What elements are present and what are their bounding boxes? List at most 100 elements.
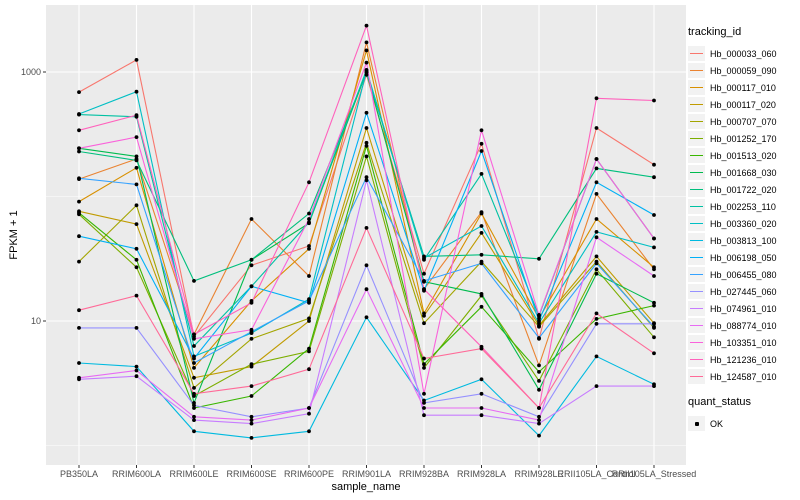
data-point	[192, 279, 196, 283]
data-point	[134, 374, 139, 379]
data-point	[594, 271, 599, 276]
data-point	[249, 384, 254, 388]
data-point	[479, 377, 484, 382]
data-point	[479, 128, 484, 133]
data-point	[537, 316, 541, 321]
legend-line-icon	[690, 104, 703, 105]
data-point	[192, 406, 196, 410]
data-point	[192, 361, 196, 365]
data-point	[594, 321, 599, 326]
data-point	[249, 421, 254, 426]
legend-key-swatch	[688, 284, 705, 299]
legend-key-swatch	[688, 352, 705, 367]
data-point	[77, 234, 81, 239]
legend-item-Hb_074961_010: Hb_074961_010	[688, 300, 800, 317]
x-tick-label: RRII105LA_Stressed	[612, 469, 697, 479]
data-point	[249, 300, 254, 305]
legend-line-icon	[690, 70, 703, 71]
data-point	[594, 166, 599, 171]
data-point	[422, 279, 426, 283]
data-point	[307, 246, 311, 251]
data-point	[307, 211, 311, 216]
data-point	[77, 361, 81, 365]
data-point	[652, 162, 656, 167]
legend-item-label: Hb_001252_170	[710, 133, 777, 144]
data-point	[422, 356, 426, 361]
legend-item-label: Hb_088774_010	[710, 320, 777, 331]
legend-key-swatch	[688, 233, 705, 248]
data-point	[77, 149, 81, 154]
y-axis-title: FPKM + 1	[8, 210, 20, 260]
data-point	[422, 406, 426, 410]
data-point	[652, 300, 656, 305]
data-point	[134, 154, 139, 159]
data-point	[594, 311, 599, 316]
data-point	[422, 362, 426, 367]
legend-line-icon	[690, 257, 703, 258]
data-point	[422, 391, 426, 396]
data-point	[307, 367, 311, 372]
data-point	[77, 146, 81, 151]
data-point	[422, 366, 426, 370]
data-point	[652, 98, 656, 103]
legend-key-swatch	[688, 301, 705, 316]
legend-item-Hb_000033_060: Hb_000033_060	[688, 45, 800, 62]
data-point	[537, 387, 541, 392]
legend-item-Hb_124587_010: Hb_124587_010	[688, 368, 800, 385]
legend-line-icon	[690, 172, 703, 173]
data-point	[594, 157, 599, 161]
legend-key-swatch	[688, 97, 705, 112]
data-point	[364, 315, 369, 320]
legend-item-Hb_006198_050: Hb_006198_050	[688, 249, 800, 266]
data-point	[537, 433, 541, 438]
data-point	[192, 403, 196, 408]
legend-item-Hb_121236_010: Hb_121236_010	[688, 351, 800, 368]
legend-item-Hb_000059_090: Hb_000059_090	[688, 62, 800, 79]
legend-line-icon	[690, 291, 703, 292]
legend-key-swatch	[688, 46, 705, 61]
legend-item-Hb_006455_080: Hb_006455_080	[688, 266, 800, 283]
x-tick-label: RRIM928LE	[514, 469, 563, 479]
legend-item-label: OK	[710, 418, 724, 429]
data-point	[192, 391, 196, 396]
data-point	[479, 252, 484, 257]
legend-line-icon	[690, 342, 703, 343]
legend-item-label: Hb_074961_010	[710, 303, 777, 314]
data-point	[479, 261, 484, 266]
data-point	[479, 346, 484, 351]
legend-item-label: Hb_006198_050	[710, 252, 777, 263]
data-point	[364, 40, 369, 45]
data-point	[537, 319, 541, 323]
legend-line-icon	[690, 138, 703, 139]
legend-item-label: Hb_006455_080	[710, 269, 777, 280]
x-tick-label: RRIM600LA	[112, 469, 161, 479]
legend-line-icon	[690, 53, 703, 54]
data-point	[537, 379, 541, 383]
data-point	[192, 418, 196, 422]
data-point	[537, 406, 541, 410]
legend-item-label: Hb_121236_010	[710, 354, 777, 365]
x-tick-label: PB350LA	[60, 469, 98, 479]
data-point	[594, 261, 599, 266]
data-point	[594, 180, 599, 185]
data-point	[537, 324, 541, 329]
legend-key-swatch	[688, 267, 705, 282]
data-point	[307, 406, 311, 410]
data-point	[364, 287, 369, 292]
data-point	[249, 217, 254, 221]
data-point	[192, 375, 196, 380]
legend-item-Hb_001513_020: Hb_001513_020	[688, 147, 800, 164]
data-point	[422, 256, 426, 260]
data-point	[652, 351, 656, 356]
data-point	[594, 235, 599, 240]
data-point	[652, 236, 656, 241]
legend-item-label: Hb_124587_010	[710, 371, 777, 382]
data-point	[479, 211, 484, 216]
legend-item-label: Hb_027445_060	[710, 286, 777, 297]
data-point	[134, 246, 139, 251]
data-point	[652, 175, 656, 180]
legend-item-label: Hb_001513_020	[710, 150, 777, 161]
legend-item-Hb_000117_010: Hb_000117_010	[688, 79, 800, 96]
data-point	[652, 321, 656, 326]
data-point	[537, 414, 541, 419]
